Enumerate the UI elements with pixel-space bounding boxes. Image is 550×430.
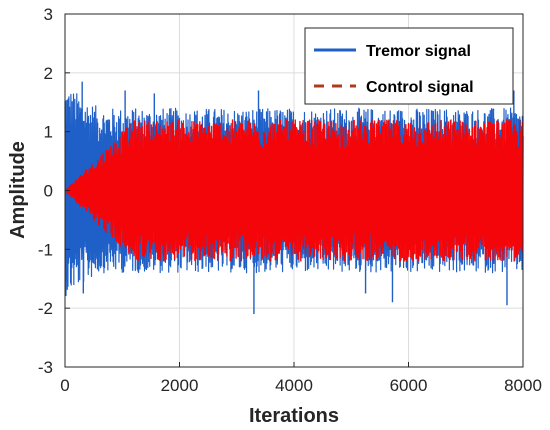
- x-tick-label: 0: [60, 376, 69, 395]
- series-layer: [64, 81, 524, 315]
- y-tick-label: -1: [38, 240, 53, 259]
- y-axis-title: Amplitude: [7, 141, 29, 239]
- y-tick-label: 1: [44, 123, 53, 142]
- control-signal-line: [64, 119, 524, 262]
- legend-tremor-label: Tremor signal: [366, 43, 471, 60]
- x-tick-label: 6000: [390, 376, 428, 395]
- x-tick-label: 8000: [504, 376, 542, 395]
- y-tick-label: 3: [44, 5, 53, 24]
- ticks: 0 2000 4000 6000 8000 -3 -2 -1 0 1 2 3: [38, 5, 542, 395]
- x-tick-label: 2000: [161, 376, 199, 395]
- legend: Tremor signal Control signal: [304, 27, 514, 105]
- legend-box: [304, 27, 514, 105]
- y-tick-label: -2: [38, 299, 53, 318]
- legend-control-label: Control signal: [366, 79, 474, 96]
- x-tick-label: 4000: [275, 376, 313, 395]
- y-tick-label: -3: [38, 358, 53, 377]
- y-tick-label: 2: [44, 64, 53, 83]
- y-tick-label: 0: [44, 182, 53, 201]
- x-axis-title: Iterations: [249, 405, 339, 427]
